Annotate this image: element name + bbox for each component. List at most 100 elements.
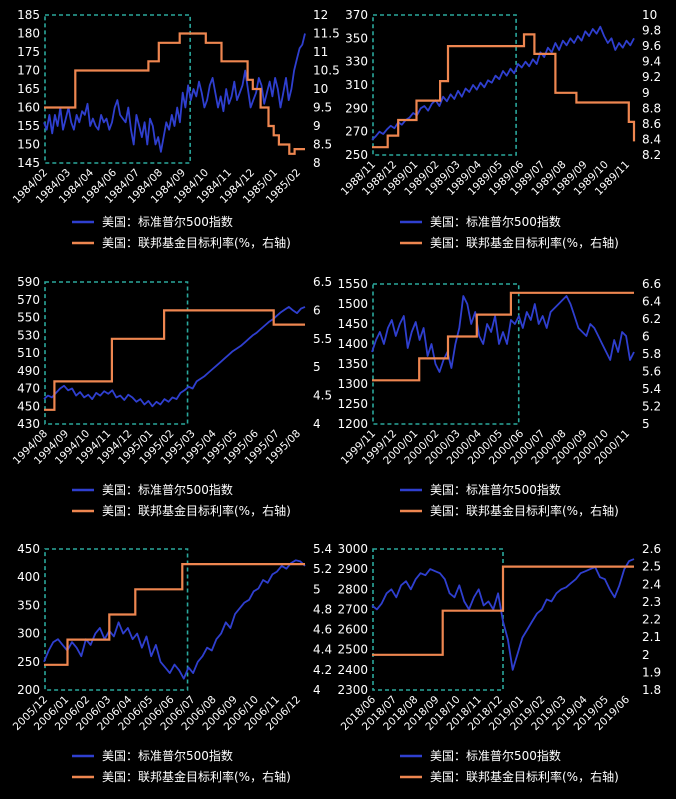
legend-label-sp500: 美国：标准普尔500指数 [430,748,561,763]
left-axis-tick: 400 [17,570,40,584]
right-axis-tick: 4 [313,417,321,431]
right-axis-tick: 8.8 [642,101,661,115]
chart-panel-3: 43045047049051053055057059044.555.566.51… [11,275,332,518]
left-axis-tick: 185 [17,8,40,22]
left-axis-tick: 450 [17,542,40,556]
left-axis-tick: 530 [17,328,40,342]
right-axis-tick: 2.2 [642,613,661,627]
right-axis-tick: 2.3 [642,595,661,609]
right-axis-tick: 9 [642,86,650,100]
fed-rate-line [44,32,305,155]
left-axis-tick: 590 [17,275,40,289]
right-axis-tick: 2.4 [642,577,661,591]
right-axis-tick: 2.6 [642,542,661,556]
right-axis-tick: 12 [313,8,328,22]
right-axis-tick: 1.8 [642,683,661,697]
sp500-line [43,559,306,680]
legend-label-fed-rate: 美国：联邦基金目标利率(%，右轴) [102,503,291,518]
fed-rate-line [372,33,636,149]
legend-label-sp500: 美国：标准普尔500指数 [102,214,233,229]
legend-label-sp500: 美国：标准普尔500指数 [430,482,561,497]
right-axis-tick: 10.5 [313,64,340,78]
right-axis-tick: 10 [642,8,657,22]
sp500-line [371,558,635,671]
highlight-box [372,283,520,425]
left-axis-tick: 1400 [337,337,368,351]
legend-label-sp500: 美国：标准普尔500指数 [102,748,233,763]
right-axis-tick: 5.2 [642,400,661,414]
right-axis-tick: 8.5 [313,138,332,152]
right-axis-tick: 9.6 [642,39,661,53]
legend-label-sp500: 美国：标准普尔500指数 [102,482,233,497]
highlight-box [44,14,191,164]
left-axis-tick: 2400 [337,663,368,677]
left-axis-tick: 270 [345,125,368,139]
left-axis-tick: 1300 [337,377,368,391]
right-axis-tick: 2 [642,648,650,662]
chart-panel-2: 250 270 290 310 330 350 370 8.2 8.48.6 8.89 9.29.4… [339,8,661,250]
legend-label-fed-rate: 美国：联邦基金目标利率(%，右轴) [430,235,619,250]
left-axis-tick: 2500 [337,643,368,657]
sp500-line [371,25,635,141]
left-axis-tick: 2300 [337,683,368,697]
left-axis-tick: 1550 [337,277,368,291]
left-axis-tick: 450 [17,399,40,413]
left-axis-tick: 570 [17,293,40,307]
legend-label-fed-rate: 美国：联邦基金目标利率(%，右轴) [430,769,619,784]
right-axis-tick: 8 [313,156,321,170]
left-axis-tick: 2700 [337,602,368,616]
left-axis-tick: 1450 [337,317,368,331]
left-axis-tick: 300 [17,627,40,641]
highlight-box [44,548,189,691]
legend-label-sp500: 美国：标准普尔500指数 [430,214,561,229]
left-axis-tick: 2600 [337,623,368,637]
left-axis-tick: 2900 [337,562,368,576]
right-axis-tick: 8.6 [642,117,661,131]
left-axis-tick: 180 [17,27,40,41]
left-axis-tick: 2800 [337,582,368,596]
right-axis-tick: 6.4 [642,295,661,309]
left-axis-tick: 165 [17,82,40,96]
right-axis-tick: 4.2 [313,663,332,677]
left-axis-tick: 550 [17,311,40,325]
right-axis-tick: 6.2 [642,312,661,326]
right-axis-tick: 2.5 [642,560,661,574]
left-axis-tick: 200 [17,683,40,697]
sp500-line [43,33,306,153]
right-axis-tick: 6.6 [642,277,661,291]
right-axis-tick: 11 [313,45,328,59]
right-axis-tick: 9 [313,119,321,133]
chart-panel-4: 1200 1250 1300 1350 1400 1450 1500 1550 5 5.2 5.4 5… [337,277,661,518]
right-axis-tick: 4.8 [313,602,332,616]
chart-panel-6: 2300 2400 2500 2600 2700 2800 2900 3000 1.8 1.9 2 2… [337,542,661,784]
highlight-box [44,281,189,425]
fed-rate-line [372,565,634,656]
left-axis-tick: 155 [17,119,40,133]
highlight-box [372,14,517,156]
left-axis-tick: 350 [345,31,368,45]
left-axis-tick: 1500 [337,297,368,311]
left-axis-tick: 490 [17,364,40,378]
left-axis-tick: 170 [17,64,40,78]
left-axis-tick: 370 [345,8,368,22]
left-axis-tick: 160 [17,101,40,115]
right-axis-tick: 5.6 [642,365,661,379]
sp500-line [371,295,635,373]
left-axis-tick: 510 [17,346,40,360]
left-axis-tick: 310 [345,78,368,92]
fed-rate-line [44,563,305,666]
left-axis-tick: 3000 [337,542,368,556]
sp500-line [43,306,306,408]
right-axis-tick: 2.1 [642,630,661,644]
left-axis-tick: 350 [17,598,40,612]
right-axis-tick: 6 [313,303,321,317]
left-axis-tick: 1200 [337,417,368,431]
fed-rate-line [372,291,634,382]
right-axis-tick: 5.8 [642,347,661,361]
fed-rate-line [44,309,305,411]
left-axis-tick: 430 [17,417,40,431]
right-axis-tick: 6.5 [313,275,332,289]
chart-panel-5: 20025030035040045044.24.44.64.855.25.420… [11,542,332,784]
right-axis-tick: 5 [642,417,650,431]
